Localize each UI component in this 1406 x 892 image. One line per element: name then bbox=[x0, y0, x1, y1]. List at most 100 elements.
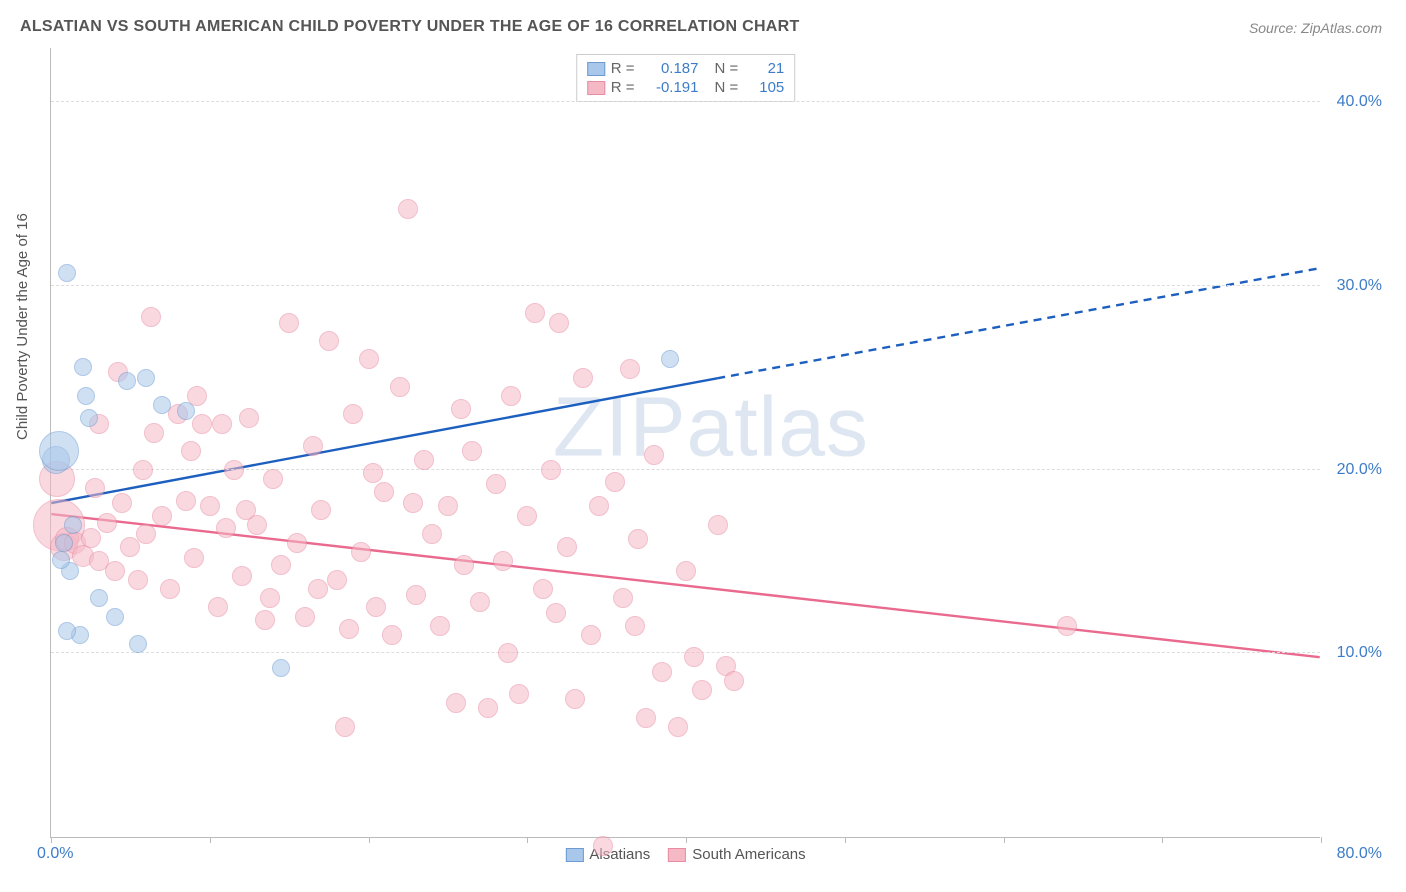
blue-point bbox=[58, 264, 76, 282]
blue-point bbox=[39, 431, 79, 471]
x-tick bbox=[369, 837, 370, 843]
pink-point bbox=[236, 500, 256, 520]
pink-point bbox=[546, 603, 566, 623]
pink-point bbox=[351, 542, 371, 562]
pink-point bbox=[593, 836, 613, 856]
pink-point bbox=[451, 399, 471, 419]
blue-point bbox=[272, 659, 290, 677]
pink-point bbox=[141, 307, 161, 327]
blue-point bbox=[64, 516, 82, 534]
legend-label: South Americans bbox=[692, 846, 805, 863]
pink-point bbox=[478, 698, 498, 718]
pink-point bbox=[339, 619, 359, 639]
pink-point bbox=[493, 551, 513, 571]
pink-point bbox=[644, 445, 664, 465]
x-tick bbox=[1321, 837, 1322, 843]
pink-point bbox=[628, 529, 648, 549]
n-value: 105 bbox=[744, 79, 784, 96]
r-label: R = bbox=[611, 79, 635, 96]
pink-point bbox=[232, 566, 252, 586]
pink-point bbox=[208, 597, 228, 617]
pink-point bbox=[335, 717, 355, 737]
x-tick bbox=[51, 837, 52, 843]
r-label: R = bbox=[611, 60, 635, 77]
pink-point bbox=[287, 533, 307, 553]
blue-point bbox=[55, 534, 73, 552]
pink-point bbox=[382, 625, 402, 645]
pink-point bbox=[684, 647, 704, 667]
pink-point bbox=[430, 616, 450, 636]
pink-point bbox=[605, 472, 625, 492]
pink-point bbox=[573, 368, 593, 388]
pink-point bbox=[200, 496, 220, 516]
pink-point bbox=[239, 408, 259, 428]
pink-point bbox=[133, 460, 153, 480]
pink-point bbox=[263, 469, 283, 489]
pink-point bbox=[724, 671, 744, 691]
gridline-h: 30.0% bbox=[51, 285, 1320, 286]
pink-point bbox=[271, 555, 291, 575]
pink-point bbox=[517, 506, 537, 526]
pink-point bbox=[374, 482, 394, 502]
blue-point bbox=[153, 396, 171, 414]
pink-point bbox=[501, 386, 521, 406]
legend-swatch bbox=[565, 848, 583, 862]
pink-point bbox=[363, 463, 383, 483]
pink-point bbox=[216, 518, 236, 538]
x-tick bbox=[1162, 837, 1163, 843]
pink-point bbox=[676, 561, 696, 581]
x-tick bbox=[210, 837, 211, 843]
pink-point bbox=[359, 349, 379, 369]
pink-point bbox=[406, 585, 426, 605]
pink-point bbox=[509, 684, 529, 704]
scatter-plot-area: ZIPatlas R =0.187N =21R =-0.191N =105 0.… bbox=[50, 48, 1320, 838]
pink-point bbox=[112, 493, 132, 513]
legend-row: R =0.187N =21 bbox=[587, 59, 785, 78]
pink-point bbox=[279, 313, 299, 333]
y-axis-label: Child Poverty Under the Age of 16 bbox=[14, 213, 31, 440]
pink-point bbox=[565, 689, 585, 709]
legend-swatch bbox=[668, 848, 686, 862]
x-tick bbox=[686, 837, 687, 843]
blue-point bbox=[52, 551, 70, 569]
x-tick bbox=[845, 837, 846, 843]
blue-point bbox=[77, 387, 95, 405]
r-value: -0.191 bbox=[641, 79, 699, 96]
pink-point bbox=[652, 662, 672, 682]
blue-point bbox=[106, 608, 124, 626]
gridline-h: 40.0% bbox=[51, 101, 1320, 102]
pink-point bbox=[144, 423, 164, 443]
pink-point bbox=[303, 436, 323, 456]
pink-point bbox=[636, 708, 656, 728]
pink-point bbox=[152, 506, 172, 526]
blue-point bbox=[58, 622, 76, 640]
trend-lines-layer bbox=[51, 48, 1320, 837]
y-tick-label: 30.0% bbox=[1337, 277, 1382, 295]
y-tick-label: 20.0% bbox=[1337, 461, 1382, 479]
pink-point bbox=[327, 570, 347, 590]
pink-point bbox=[414, 450, 434, 470]
blue-point bbox=[661, 350, 679, 368]
x-tick bbox=[527, 837, 528, 843]
pink-point bbox=[668, 717, 688, 737]
pink-point bbox=[105, 561, 125, 581]
pink-point bbox=[260, 588, 280, 608]
pink-point bbox=[366, 597, 386, 617]
blue-point bbox=[90, 589, 108, 607]
pink-point bbox=[212, 414, 232, 434]
watermark-text: ZIPatlas bbox=[553, 378, 869, 475]
x-axis-origin-label: 0.0% bbox=[37, 845, 73, 863]
blue-point bbox=[177, 402, 195, 420]
pink-point bbox=[255, 610, 275, 630]
blue-point bbox=[118, 372, 136, 390]
blue-point bbox=[74, 358, 92, 376]
pink-point bbox=[85, 478, 105, 498]
pink-point bbox=[343, 404, 363, 424]
pink-point bbox=[311, 500, 331, 520]
pink-point bbox=[470, 592, 490, 612]
pink-point bbox=[486, 474, 506, 494]
pink-point bbox=[525, 303, 545, 323]
pink-point bbox=[589, 496, 609, 516]
pink-point bbox=[708, 515, 728, 535]
pink-point bbox=[398, 199, 418, 219]
